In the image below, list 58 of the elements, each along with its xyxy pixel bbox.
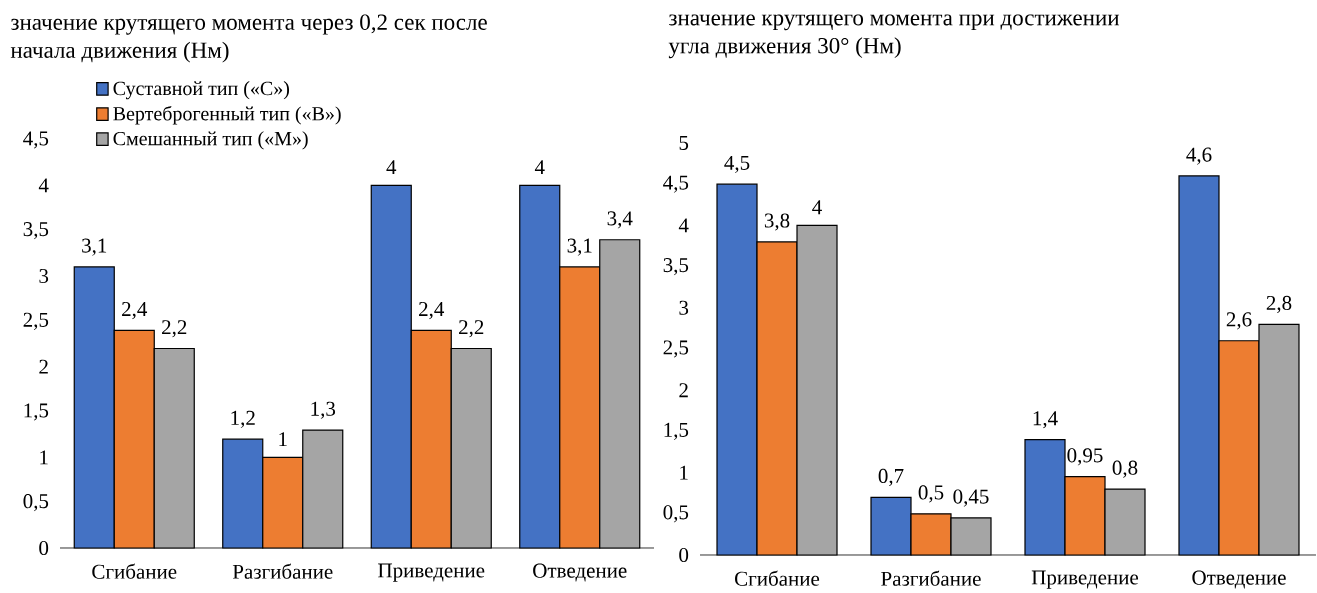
y-tick-label: 1,5	[24, 403, 49, 421]
x-tick-label: Отведение	[1192, 570, 1286, 589]
data-label: 4,6	[1186, 147, 1212, 165]
data-label: 3,8	[764, 213, 790, 231]
y-tick-label: 4	[38, 178, 49, 193]
x-tick-label: Сгибание	[735, 570, 820, 586]
x-tick-label: Приведение	[1031, 570, 1139, 589]
data-label: 4,5	[724, 155, 750, 173]
y-tick-label: 5	[679, 136, 689, 150]
y-tick-label: 4,5	[23, 131, 49, 149]
data-label: 3,1	[82, 238, 107, 256]
data-label: 4	[386, 160, 397, 175]
data-label: 1,2	[231, 410, 255, 428]
data-label: 4	[534, 160, 545, 175]
x-tick-label: Приведение	[378, 563, 485, 582]
data-label: 0,7	[878, 468, 904, 487]
data-label: 2,4	[419, 302, 445, 320]
data-label: 0,8	[1112, 460, 1138, 478]
y-tick-label: 2,5	[663, 340, 689, 358]
y-tick-label: 1	[40, 450, 48, 465]
x-tick-label: Отведение	[533, 563, 627, 582]
y-tick-label: 3	[39, 268, 49, 284]
data-label: 0,5	[918, 485, 944, 503]
x-tick-label: Разгибание	[232, 563, 333, 579]
y-tick-label: 2,5	[23, 312, 49, 330]
chart-title: значение крутящего момента через 0,2 сек после начала движения (Нм)	[10, 14, 487, 63]
y-tick-label: 0	[679, 547, 689, 563]
y-tick-label: 3	[679, 300, 689, 315]
data-label: 2,2	[459, 320, 484, 338]
data-label: 1	[279, 432, 287, 447]
legend-label: Смешанный тип («М»)	[113, 131, 308, 150]
data-label: 4	[812, 200, 822, 215]
x-tick-label: Разгибание	[881, 570, 981, 586]
legend-label: Суставной тип («С»)	[113, 81, 290, 100]
y-tick-label: 3,5	[663, 258, 689, 276]
y-tick-label: 4,5	[663, 175, 689, 193]
data-label: 2,4	[122, 302, 148, 320]
data-label: 2,8	[1266, 295, 1292, 314]
data-label: 0,95	[1067, 448, 1103, 466]
data-label: 2,2	[162, 320, 187, 338]
x-tick-label: Сгибание	[92, 563, 177, 579]
y-tick-label: 1,5	[664, 422, 689, 440]
chart-title: значение крутящего момента при достижении угла движения 30° (Нм)	[668, 14, 1120, 59]
y-tick-label: 1	[680, 465, 688, 480]
data-label: 2,6	[1226, 312, 1252, 330]
y-tick-label: 0	[39, 540, 49, 556]
y-tick-label: 4	[678, 218, 689, 233]
data-label: 3,1	[567, 238, 592, 256]
y-tick-label: 0,5	[663, 505, 689, 523]
y-tick-label: 3,5	[23, 222, 49, 240]
data-label: 1,3	[311, 401, 336, 419]
legend-label: Вертеброгенный тип («В»)	[113, 105, 341, 125]
data-label: 3,4	[607, 211, 633, 229]
data-label: 0,45	[953, 489, 989, 507]
y-tick-label: 2	[679, 383, 688, 398]
data-label: 1,4	[1033, 411, 1058, 429]
y-tick-label: 2	[39, 359, 48, 374]
y-tick-label: 0,5	[23, 494, 49, 512]
